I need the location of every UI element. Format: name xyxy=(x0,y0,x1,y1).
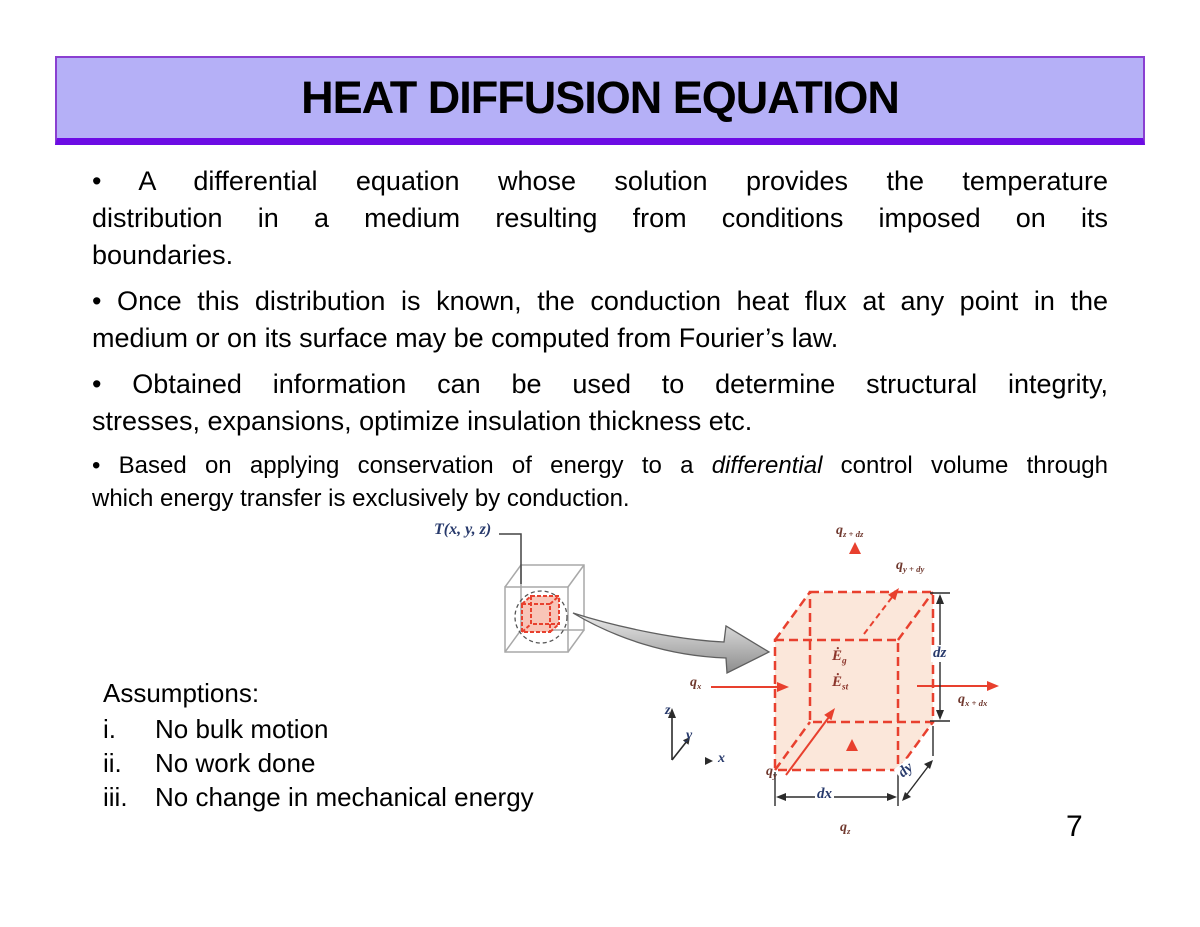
highlight-circle xyxy=(514,590,568,644)
label-q-y-plus-dy: qy + dy xyxy=(896,558,925,575)
list-item: ii. No work done xyxy=(103,748,316,778)
title-banner: HEAT DIFFUSION EQUATION xyxy=(55,56,1145,145)
label-q-x: qx xyxy=(690,675,702,692)
assumptions-block: Assumptions: i. No bulk motion ii. No wo… xyxy=(103,676,534,814)
assumptions-heading: Assumptions: xyxy=(103,678,260,708)
bullet-fourier: • Once this distribution is known, the c… xyxy=(92,286,1108,353)
label-energy-generation: Ėg xyxy=(832,648,847,667)
page-number: 7 xyxy=(1066,810,1083,843)
axis-label-x: x xyxy=(718,751,725,766)
axis-label-y: y xyxy=(686,728,693,743)
list-item: iii. No change in mechanical energy xyxy=(103,782,534,812)
label-q-x-plus-dx: qx + dx xyxy=(958,692,988,709)
label-q-y: qy xyxy=(766,764,777,781)
list-item: i. No bulk motion xyxy=(103,714,329,744)
temperature-function-label: T(x, y, z) xyxy=(434,521,492,538)
label-energy-storage: Ėst xyxy=(832,674,849,693)
coordinate-axes xyxy=(668,708,713,765)
bullet-uses: • Obtained information can be used to de… xyxy=(92,369,1108,436)
control-volume-fill xyxy=(775,592,933,770)
control-volume-edges xyxy=(773,590,935,772)
bullet-definition: • A differential equation whose solution… xyxy=(92,166,1108,270)
label-dx: dx xyxy=(815,786,834,803)
temperature-label-connector xyxy=(499,533,522,584)
bullet-conservation: • Based on applying conservation of ener… xyxy=(92,452,1108,512)
label-dz: dz xyxy=(931,645,949,662)
label-q-z: qz xyxy=(840,820,851,837)
axis-label-z: z xyxy=(665,703,671,718)
bullet-list: • A differential equation whose solution… xyxy=(92,163,1108,524)
dimension-lines xyxy=(774,592,950,806)
label-q-z-plus-dz: qz + dz xyxy=(836,523,864,540)
mini-differential-element xyxy=(521,595,560,633)
zoom-arrow xyxy=(572,612,771,675)
heat-flux-arrows xyxy=(711,542,999,776)
page-title: HEAT DIFFUSION EQUATION xyxy=(301,72,900,123)
